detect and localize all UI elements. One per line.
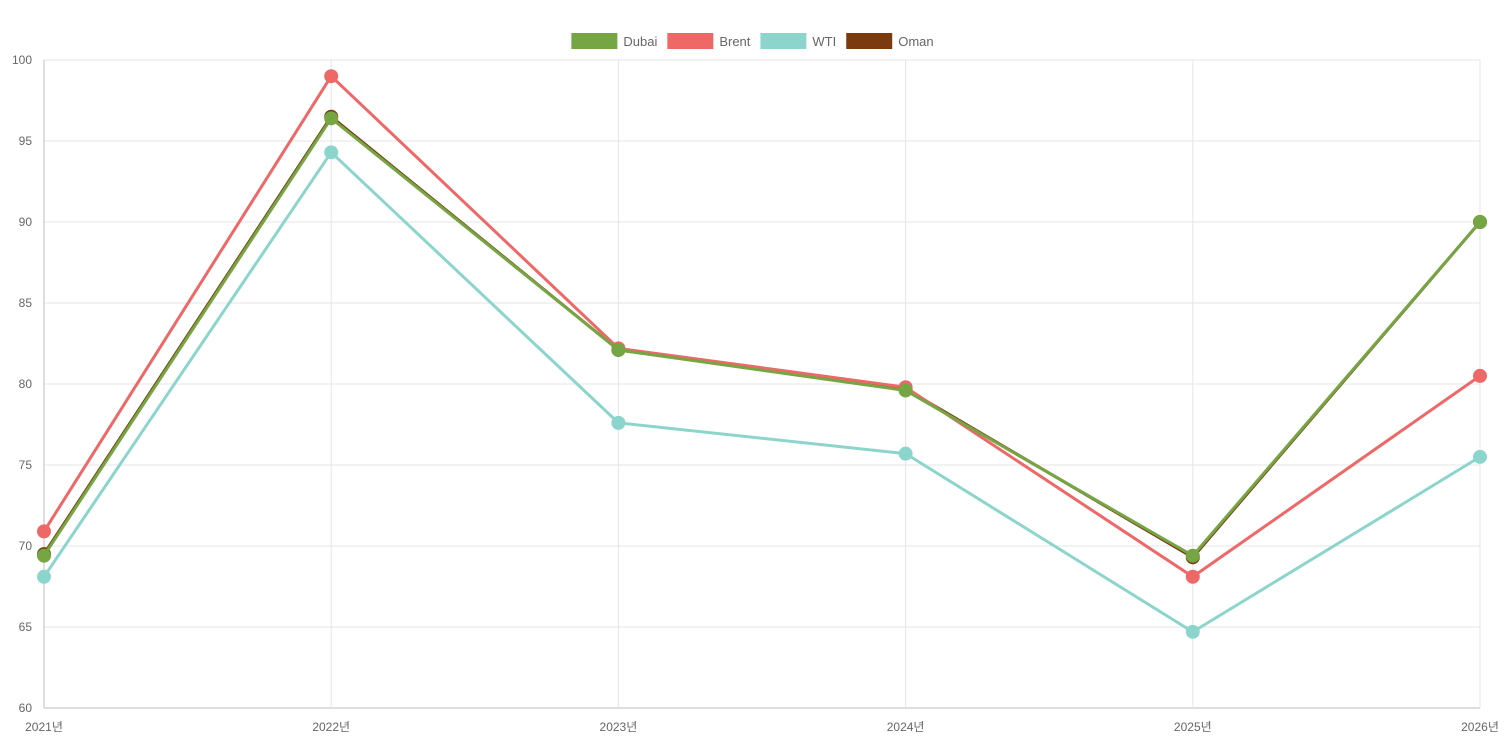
data-point[interactable] — [898, 446, 913, 461]
y-tick-label: 60 — [19, 701, 33, 715]
legend-swatch — [571, 33, 618, 49]
x-tick-label: 2021년 — [25, 720, 63, 734]
series-oman — [37, 109, 1487, 565]
legend-swatch — [846, 33, 893, 49]
data-point[interactable] — [1185, 569, 1200, 584]
legend-label: WTI — [812, 34, 836, 49]
data-point[interactable] — [611, 342, 626, 357]
y-tick-label: 90 — [19, 215, 33, 229]
data-point[interactable] — [611, 415, 626, 430]
y-tick-label: 75 — [19, 458, 33, 472]
data-point[interactable] — [1473, 368, 1487, 383]
data-point[interactable] — [324, 145, 339, 160]
series-wti — [37, 145, 1487, 639]
series-line — [42, 150, 1482, 634]
data-point[interactable] — [1473, 215, 1487, 229]
data-point[interactable] — [324, 111, 339, 126]
data-point[interactable] — [898, 383, 913, 398]
y-tick-label: 80 — [19, 377, 33, 391]
y-tick-label: 85 — [19, 296, 33, 310]
legend-item-oman[interactable]: Oman — [846, 33, 934, 49]
series-line — [42, 74, 1482, 579]
data-point[interactable] — [37, 569, 51, 584]
x-tick-label: 2024년 — [887, 720, 925, 734]
data-point[interactable] — [37, 548, 51, 563]
legend-label: Dubai — [623, 34, 657, 49]
legend[interactable]: Dubai Brent WTI Oman — [571, 33, 934, 49]
y-tick-label: 100 — [12, 53, 32, 67]
series-lines — [37, 69, 1487, 639]
series-line — [42, 116, 1482, 558]
x-tick-label: 2023년 — [600, 720, 638, 734]
y-tick-label: 70 — [19, 539, 33, 553]
series-dubai — [37, 111, 1487, 563]
data-point[interactable] — [324, 69, 339, 84]
legend-swatch — [667, 33, 714, 49]
y-tick-label: 95 — [19, 134, 33, 148]
data-point[interactable] — [1185, 624, 1200, 639]
data-point[interactable] — [1185, 548, 1200, 563]
legend-item-dubai[interactable]: Dubai — [571, 33, 657, 49]
series-brent — [37, 69, 1487, 584]
axes: 60 65 70 75 80 85 90 95 100 2021년 2022년 2023년 2024년 2… — [12, 53, 1499, 734]
x-tick-label: 2026년 — [1461, 720, 1499, 734]
grid-lines — [43, 59, 1481, 709]
data-point[interactable] — [37, 524, 51, 539]
x-tick-label: 2025년 — [1174, 720, 1212, 734]
legend-label: Brent — [719, 34, 750, 49]
legend-item-wti[interactable]: WTI — [760, 33, 836, 49]
series-line — [42, 115, 1482, 559]
data-point[interactable] — [1473, 449, 1487, 464]
legend-swatch — [760, 33, 807, 49]
x-tick-label: 2022년 — [312, 720, 350, 734]
y-tick-label: 65 — [19, 620, 33, 634]
legend-label: Oman — [898, 34, 933, 49]
legend-item-brent[interactable]: Brent — [667, 33, 751, 49]
